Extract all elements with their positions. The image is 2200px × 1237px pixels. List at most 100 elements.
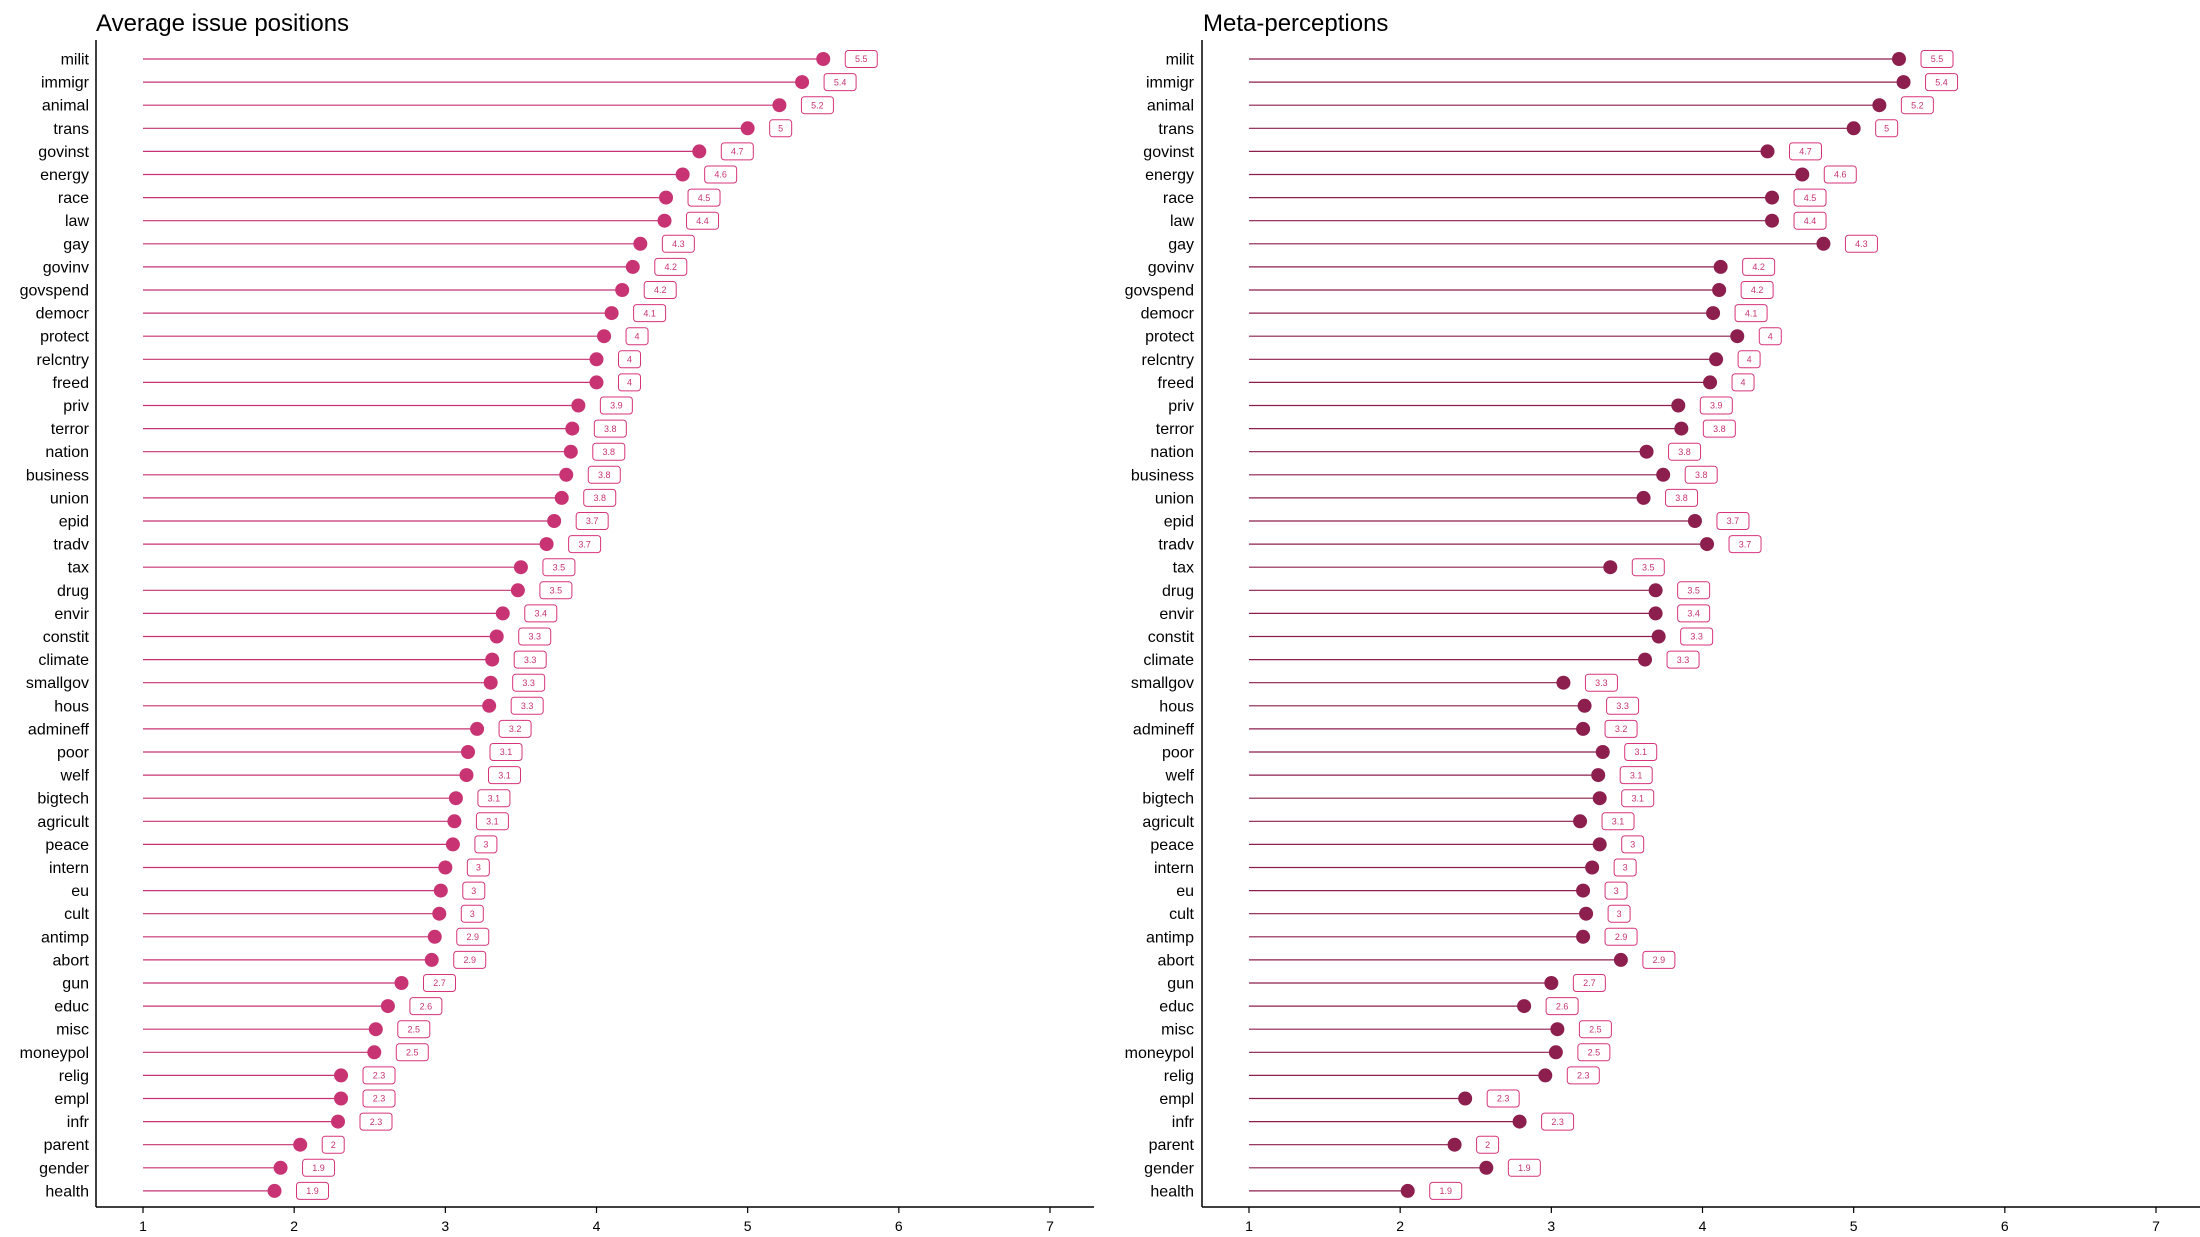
value-label: 4: [627, 378, 632, 388]
value-label: 5: [778, 124, 783, 134]
value-label: 2.3: [370, 1117, 383, 1127]
category-label: health: [1150, 1183, 1194, 1200]
lollipop-dot: [816, 52, 831, 66]
category-label: drug: [57, 583, 89, 600]
category-label: antimp: [1146, 929, 1194, 946]
lollipop-dot: [1892, 52, 1907, 66]
value-label-box: [1716, 512, 1750, 530]
category-label: drug: [1162, 583, 1194, 600]
value-label-box: [487, 766, 521, 785]
lollipop-dot: [1579, 906, 1594, 921]
lollipop-dot: [1573, 814, 1588, 829]
value-label: 3: [1617, 909, 1622, 919]
value-label: 2.9: [1615, 932, 1628, 942]
category-label: gender: [39, 1160, 89, 1177]
lollipop-dot: [368, 1022, 383, 1037]
category-label: energy: [1145, 167, 1194, 184]
value-label-box: [1584, 673, 1618, 692]
category-label: law: [65, 213, 89, 230]
x-tick-label: 2: [290, 1218, 298, 1234]
category-label: nation: [1150, 444, 1194, 461]
value-label-box: [1621, 789, 1655, 808]
value-label-box: [498, 719, 532, 738]
value-label-box: [593, 419, 627, 438]
x-tick-label: 6: [895, 1218, 903, 1234]
value-label-box: [1665, 488, 1699, 507]
category-label: govinv: [43, 259, 89, 276]
value-label: 5.4: [1935, 77, 1948, 87]
value-label: 3: [1623, 863, 1628, 873]
value-label: 5.5: [855, 54, 868, 64]
category-label: envir: [1159, 606, 1194, 623]
value-label-box: [362, 1066, 396, 1085]
x-tick-label: 1: [139, 1218, 147, 1234]
value-label: 2.5: [1588, 1048, 1601, 1058]
value-label: 2.5: [1589, 1024, 1602, 1034]
category-label: antimp: [41, 929, 89, 946]
category-label: tax: [1173, 560, 1194, 577]
value-label: 3.5: [1687, 586, 1700, 596]
value-label: 4: [1747, 355, 1752, 365]
value-label: 3.8: [1695, 470, 1708, 480]
lollipop-dot: [1703, 375, 1718, 390]
x-tick-label: 2: [1396, 1218, 1404, 1234]
lollipop-dot: [571, 398, 586, 413]
value-label: 4.1: [643, 308, 656, 318]
value-label-box: [1607, 904, 1631, 923]
category-label: race: [1163, 190, 1194, 207]
value-label: 5.2: [811, 100, 824, 110]
lollipop-dot: [659, 190, 674, 205]
value-label: 3.4: [535, 609, 548, 619]
value-label-box: [800, 96, 834, 115]
lollipop-dot: [1712, 283, 1727, 297]
lollipop-dot: [394, 976, 409, 990]
category-label: gun: [62, 976, 89, 993]
lollipop-dot: [1550, 1022, 1565, 1037]
lollipop-dot: [424, 952, 439, 967]
category-label: infr: [67, 1114, 90, 1131]
category-label: smallgov: [1131, 675, 1194, 692]
value-label-box: [583, 488, 617, 507]
category-label: epid: [1164, 514, 1194, 531]
category-label: race: [58, 190, 89, 207]
category-label: milit: [61, 52, 90, 69]
value-label-box: [1578, 1020, 1612, 1039]
lollipop-dot: [1512, 1114, 1527, 1129]
lollipop-dot: [1595, 745, 1610, 759]
value-label-box: [618, 350, 641, 369]
value-label: 4.7: [731, 147, 744, 157]
value-label-box: [1476, 1135, 1500, 1154]
value-label-box: [720, 142, 754, 161]
value-label-box: [1677, 604, 1711, 623]
lollipop-dot: [657, 213, 672, 228]
lollipop-dot: [1706, 306, 1721, 321]
lollipop-dot: [1577, 698, 1592, 713]
category-label: hous: [54, 698, 89, 715]
value-label: 3.4: [1687, 609, 1700, 619]
value-label: 2.3: [1577, 1071, 1590, 1081]
value-label-box: [409, 997, 443, 1016]
lollipop-dot: [1576, 929, 1591, 944]
value-label-box: [769, 119, 793, 138]
value-label-box: [453, 950, 487, 969]
value-label-box: [1572, 974, 1606, 992]
value-label-box: [687, 188, 721, 207]
value-label: 3: [1630, 840, 1635, 850]
value-label-box: [477, 789, 511, 808]
value-label: 2: [331, 1140, 336, 1150]
value-label-box: [1507, 1158, 1541, 1177]
lollipop-dot: [597, 329, 612, 344]
lollipop-dot: [427, 929, 442, 944]
value-label: 2.9: [1653, 955, 1666, 965]
value-label: 3.8: [1675, 493, 1688, 503]
lollipop-dot: [432, 906, 447, 921]
lollipop-dot: [795, 75, 810, 90]
category-label: welf: [1165, 768, 1195, 785]
value-label: 3.7: [1739, 539, 1752, 549]
value-label-box: [1566, 1066, 1600, 1085]
value-label: 3.1: [500, 747, 513, 757]
value-label-box: [1734, 304, 1768, 323]
lollipop-dot: [675, 167, 690, 182]
lollipop-dot: [445, 837, 460, 852]
value-label-box: [1699, 396, 1733, 415]
